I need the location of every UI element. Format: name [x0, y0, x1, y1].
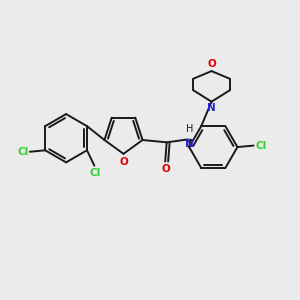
- Text: Cl: Cl: [89, 168, 100, 178]
- Text: N: N: [185, 139, 194, 149]
- Text: O: O: [207, 59, 216, 69]
- Text: Cl: Cl: [17, 147, 28, 157]
- Text: O: O: [162, 164, 170, 174]
- Text: N: N: [207, 103, 216, 113]
- Text: Cl: Cl: [255, 141, 267, 151]
- Text: H: H: [186, 124, 193, 134]
- Text: O: O: [119, 158, 128, 167]
